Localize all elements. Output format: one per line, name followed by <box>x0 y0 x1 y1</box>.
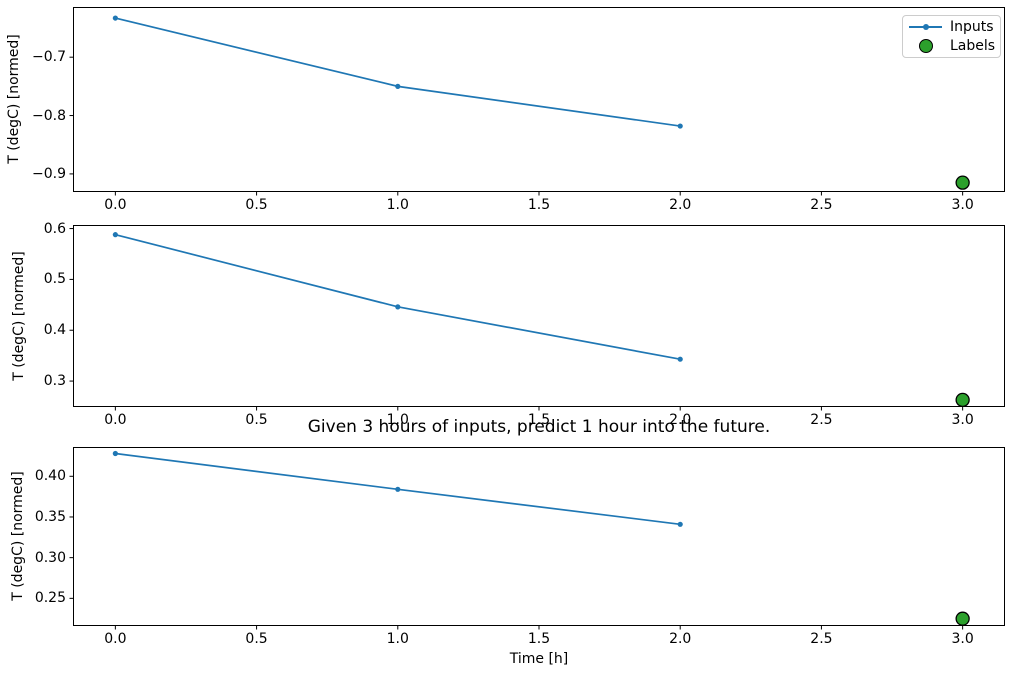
x-tick-label: 3.0 <box>951 197 974 213</box>
input-point-marker <box>112 15 118 21</box>
input-point-marker <box>112 450 118 457</box>
legend-label-inputs: Inputs <box>950 19 994 36</box>
x-tick-label: 0.0 <box>104 197 127 213</box>
subplot-2-axes <box>69 225 1005 411</box>
legend-item-inputs: Inputs <box>909 18 994 37</box>
y-tick-label: 0.5 <box>43 271 66 288</box>
labels-marker-sample-icon <box>909 38 942 53</box>
x-tick-label: 0.5 <box>245 631 268 647</box>
x-tick-label: 1.5 <box>527 412 551 428</box>
axes-spines <box>73 447 1005 626</box>
subplot-3-plot <box>69 447 1005 630</box>
axes-spines <box>73 225 1005 407</box>
x-tick-label: 1.0 <box>386 197 409 213</box>
legend-item-labels: Labels <box>909 37 996 56</box>
x-tick-label: 2.5 <box>810 412 833 428</box>
subplot-3-axes <box>69 447 1005 630</box>
inputs-line <box>115 17 681 127</box>
label-point-marker <box>955 392 970 408</box>
x-tick-label: 2.5 <box>810 631 833 647</box>
axes-spines <box>73 7 1005 192</box>
x-tick-label: 1.0 <box>386 412 409 428</box>
y-tick-label: −0.9 <box>32 165 66 182</box>
y-tick-label: 0.30 <box>34 549 66 566</box>
y-tick-label: 0.40 <box>34 468 66 485</box>
subplot-1-axes <box>69 7 1005 196</box>
subplot-3-title: Given 3 hours of inputs, predict 1 hour … <box>307 417 771 437</box>
input-point-marker <box>395 486 401 492</box>
x-tick-label: 2.5 <box>810 197 833 213</box>
x-tick-label: 0.0 <box>104 631 127 647</box>
y-tick-label: −0.8 <box>32 107 66 124</box>
y-tick-label: −0.7 <box>32 49 66 66</box>
x-tick-label: 2.0 <box>669 631 692 647</box>
input-point-marker <box>677 356 683 362</box>
x-tick-label: 2.0 <box>669 412 692 428</box>
input-point-marker <box>677 521 683 527</box>
y-tick-label: 0.6 <box>43 220 66 237</box>
x-tick-label: 2.0 <box>669 197 692 213</box>
y-tick-label: 0.35 <box>34 508 66 525</box>
x-axis-label: Time [h] <box>509 651 569 667</box>
subplot-2-plot <box>69 225 1005 411</box>
y-tick-label: 0.4 <box>43 322 66 339</box>
x-tick-label: 1.0 <box>386 631 409 647</box>
legend: Inputs Labels <box>902 15 1001 58</box>
input-point-marker <box>395 83 401 89</box>
input-point-marker <box>112 232 118 238</box>
x-tick-label: 1.5 <box>527 197 551 213</box>
x-tick-label: 0.5 <box>245 412 268 428</box>
subplot-1-plot <box>69 7 1005 196</box>
label-point-marker <box>955 175 970 190</box>
x-tick-label: 1.5 <box>527 631 551 647</box>
inputs-line <box>115 233 681 361</box>
x-tick-label: 0.0 <box>104 412 127 428</box>
label-point-marker <box>955 611 970 626</box>
subplot-3-ylabel: T (degC) [normed] <box>10 471 26 601</box>
x-tick-label: 0.5 <box>245 197 268 213</box>
inputs-line-sample-icon <box>909 20 942 35</box>
legend-label-labels: Labels <box>950 37 996 54</box>
y-tick-label: 0.25 <box>34 590 66 607</box>
y-tick-label: 0.3 <box>43 373 66 390</box>
input-point-marker <box>677 123 683 129</box>
x-tick-label: 3.0 <box>951 412 974 428</box>
subplot-2-ylabel: T (degC) [normed] <box>11 251 27 381</box>
x-tick-label: 3.0 <box>951 631 974 647</box>
input-point-marker <box>395 304 401 310</box>
